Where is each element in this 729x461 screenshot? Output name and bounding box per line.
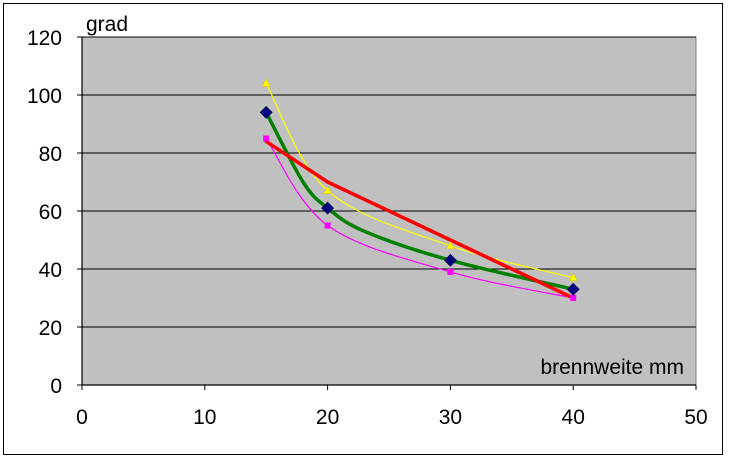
series-4-point-3 — [566, 282, 580, 296]
series-0-point-2 — [445, 240, 455, 250]
series-4-point-0 — [259, 105, 273, 119]
x-tick-label-0: 0 — [76, 406, 88, 429]
y-tick-label-0: 0 — [50, 375, 62, 398]
series-1-point-0 — [263, 135, 270, 142]
series-layer — [264, 82, 575, 300]
y-tick-label-20: 20 — [39, 317, 62, 340]
series-line-3 — [264, 139, 575, 300]
y-tick-label-100: 100 — [27, 85, 62, 108]
y-axis-label: grad — [86, 13, 128, 36]
y-tick-label-80: 80 — [39, 143, 62, 166]
x-tick-label-10: 10 — [193, 406, 216, 429]
series-line-2 — [264, 110, 575, 292]
series-line-1 — [265, 137, 574, 299]
x-tick-label-40: 40 — [562, 406, 585, 429]
series-0-point-0 — [261, 78, 271, 87]
series-1-point-2 — [447, 268, 454, 275]
series-4-point-2 — [443, 253, 457, 267]
y-tick-label-40: 40 — [39, 259, 62, 282]
x-tick-label-30: 30 — [439, 406, 462, 429]
series-1-point-3 — [570, 295, 577, 301]
tick-labels: 0 10 20 30 40 50 0 20 40 60 80 100 120 — [27, 27, 708, 429]
x-axis-label: brennweite mm — [540, 356, 684, 379]
y-tick-label-120: 120 — [27, 27, 62, 50]
series-0-point-1 — [323, 185, 333, 194]
x-tick-label-20: 20 — [316, 406, 339, 429]
series-line-0 — [265, 82, 574, 279]
marker-layer — [259, 78, 580, 301]
series-1-point-1 — [324, 222, 331, 229]
series-0-point-3 — [568, 272, 578, 281]
series-4-point-1 — [321, 201, 335, 215]
y-tick-label-60: 60 — [39, 201, 62, 224]
x-tick-label-50: 50 — [684, 406, 707, 429]
